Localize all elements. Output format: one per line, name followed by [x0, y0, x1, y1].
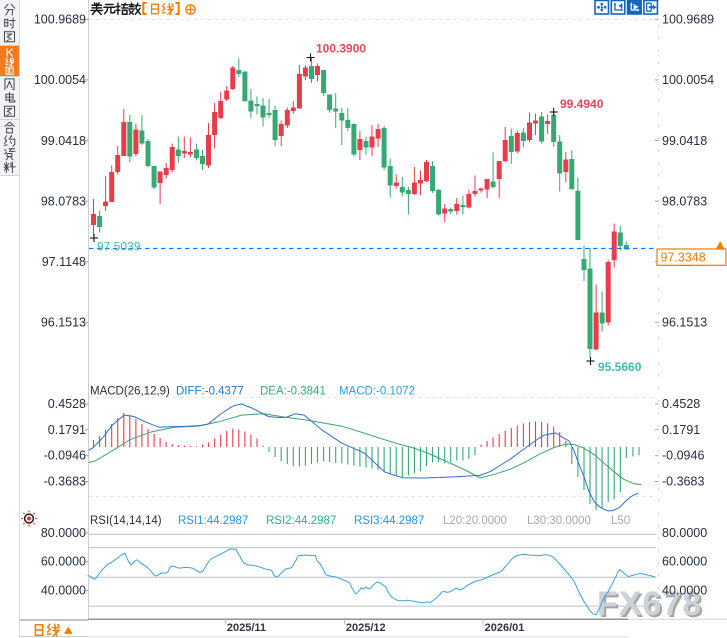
svg-text:2026/01: 2026/01 [485, 622, 525, 634]
svg-text:99.4940: 99.4940 [560, 97, 604, 111]
svg-text:2025/12: 2025/12 [346, 622, 386, 634]
svg-text:RSI3:44.2987: RSI3:44.2987 [354, 515, 424, 527]
svg-text:FX678: FX678 [597, 585, 702, 623]
svg-text:-0.3683: -0.3683 [44, 475, 86, 489]
svg-text:100.0054: 100.0054 [662, 73, 714, 87]
svg-text:2025/11: 2025/11 [227, 622, 266, 634]
svg-text:99.0418: 99.0418 [41, 134, 86, 148]
svg-text:60.0000: 60.0000 [41, 555, 86, 569]
svg-text:97.5039: 97.5039 [97, 240, 141, 254]
svg-text:60.0000: 60.0000 [662, 555, 707, 569]
svg-text:80.0000: 80.0000 [41, 526, 86, 540]
svg-text:95.5660: 95.5660 [598, 360, 642, 374]
svg-text:98.0783: 98.0783 [41, 194, 86, 208]
svg-text:-0.3683: -0.3683 [662, 475, 704, 489]
svg-text:96.1513: 96.1513 [662, 316, 707, 330]
svg-text:-0.0946: -0.0946 [44, 449, 86, 463]
svg-text:98.0783: 98.0783 [662, 194, 707, 208]
svg-text:100.0054: 100.0054 [34, 73, 86, 87]
svg-text:100.9689: 100.9689 [662, 13, 714, 27]
svg-text:40.0000: 40.0000 [662, 584, 707, 598]
svg-text:0.1791: 0.1791 [662, 423, 700, 437]
svg-text:97.3348: 97.3348 [661, 251, 706, 265]
svg-text:-0.0946: -0.0946 [662, 449, 704, 463]
svg-text:99.0418: 99.0418 [662, 134, 707, 148]
svg-text:100.3900: 100.3900 [316, 42, 366, 56]
svg-text:DEA:-0.3841: DEA:-0.3841 [260, 386, 326, 398]
svg-text:RSI2:44.2987: RSI2:44.2987 [266, 515, 336, 527]
svg-text:40.0000: 40.0000 [41, 584, 86, 598]
svg-text:0.1791: 0.1791 [48, 423, 86, 437]
svg-text:80.0000: 80.0000 [662, 526, 707, 540]
svg-text:97.1148: 97.1148 [42, 255, 86, 269]
svg-text:0.4528: 0.4528 [662, 397, 700, 411]
svg-text:RSI(14,14,14): RSI(14,14,14) [90, 515, 162, 527]
svg-text:L30:30.0000: L30:30.0000 [527, 515, 591, 527]
svg-text:MACD(26,12,9): MACD(26,12,9) [90, 386, 170, 398]
svg-text:MACD:-0.1072: MACD:-0.1072 [339, 386, 415, 398]
svg-text:0.4528: 0.4528 [48, 397, 86, 411]
svg-text:L20:20.0000: L20:20.0000 [443, 515, 507, 527]
svg-text:RSI1:44.2987: RSI1:44.2987 [178, 515, 248, 527]
svg-text:L50: L50 [611, 515, 630, 527]
svg-text:100.9689: 100.9689 [34, 13, 86, 27]
svg-text:DIFF:-0.4377: DIFF:-0.4377 [176, 386, 244, 398]
svg-text:96.1513: 96.1513 [41, 316, 86, 330]
